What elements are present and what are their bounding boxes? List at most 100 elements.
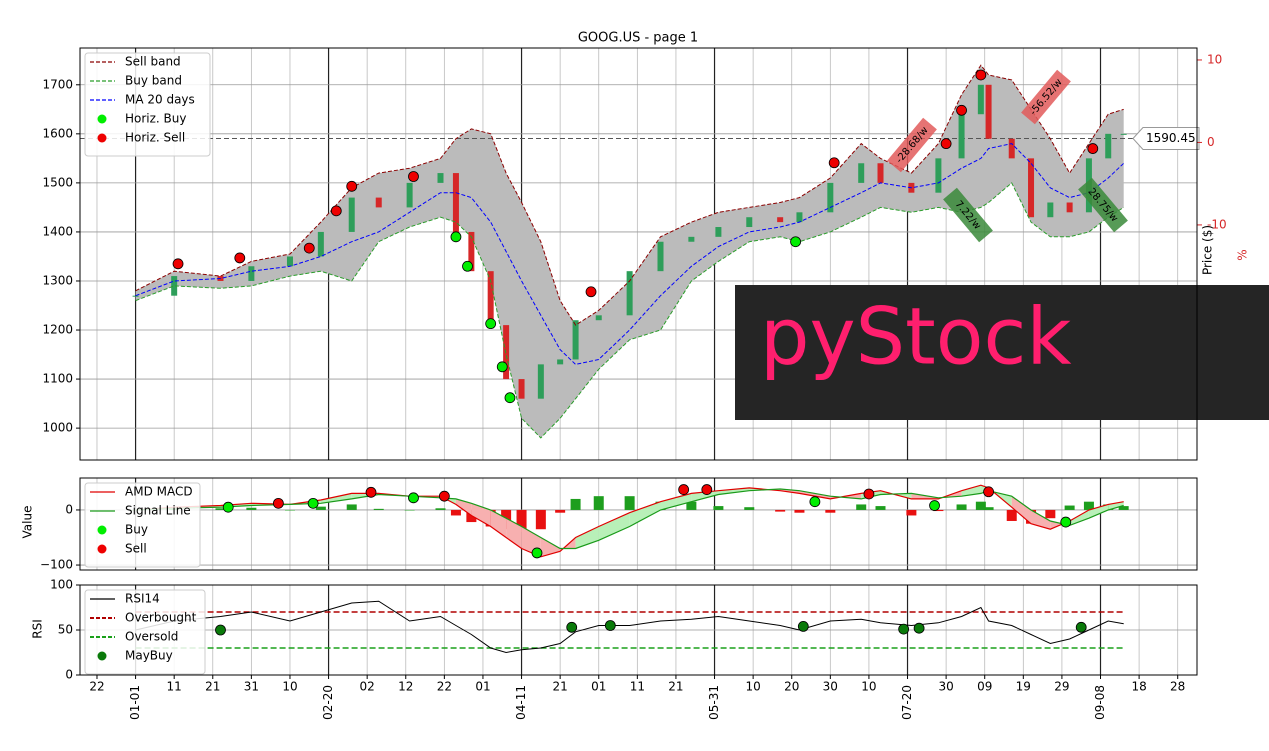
legend-label: Sell [125,542,147,556]
marker [701,484,713,495]
macd-fill [961,485,981,497]
candle [626,271,633,316]
y2-axis-title: % [1236,249,1250,260]
marker [496,361,508,373]
plot-frame [79,584,1198,676]
candle [503,325,510,380]
legend-marker [97,114,107,124]
histogram-bar [404,509,415,511]
marker [929,500,940,511]
x-tick-label: 31 [244,680,259,694]
candle [348,197,355,232]
candle [537,364,544,399]
candle [1008,138,1015,159]
candle [858,163,865,183]
x-tick-label: 02-20 [321,685,335,720]
marker [485,318,497,330]
histogram-bar [856,504,867,510]
y-tick-label: 0 [65,668,73,682]
histogram-bar [775,509,786,512]
candle [248,266,255,281]
marker [222,501,234,513]
candle [1066,202,1073,213]
histogram-bar [906,509,917,516]
y-tick-label: 1700 [42,77,73,91]
series-line [135,143,1125,365]
legend-label: Oversold [125,630,178,644]
marker [983,486,994,498]
marker [1060,516,1072,528]
macd-fill [1031,510,1051,530]
y-tick-label: 1600 [42,126,73,140]
legend-marker [97,525,107,535]
x-tick-label: 10 [282,680,297,694]
histogram-bar [975,501,986,510]
x-tick-label: 28 [1170,680,1185,694]
macd-fill [320,493,352,504]
x-tick-label: 22 [89,680,104,694]
marker [438,490,450,502]
watermark-box [735,285,1269,420]
annotation-box [1078,177,1128,233]
series-line [135,182,1124,439]
y-tick-label: 0 [65,502,73,516]
marker [172,258,184,270]
candle [1028,158,1035,218]
legend-label: Buy band [125,74,182,88]
x-tick-label: 20 [784,680,799,694]
candle [317,231,324,257]
legend-box [84,52,211,157]
plot-frame [79,47,1198,461]
histogram-bar [1045,509,1056,519]
marker [863,488,875,500]
histogram-bar [215,508,226,510]
histogram-bar [346,504,357,510]
histogram-bar [933,509,944,512]
macd-fill [455,498,472,516]
x-tick-label: 19 [1016,680,1031,694]
candle [877,163,884,183]
marker [797,621,809,632]
x-tick-label: 09 [977,680,992,694]
histogram-bar [713,506,724,510]
candle [977,84,984,115]
x-tick-label: 11 [167,680,182,694]
macd-fill [660,493,692,510]
marker [913,622,925,634]
marker [215,624,226,636]
candle [688,236,695,242]
series-line [135,64,1124,326]
histogram-bar [555,509,566,513]
marker [307,497,319,509]
x-tick-label: 21 [553,680,568,694]
x-tick-label: 11 [630,680,645,694]
candle [1120,133,1127,135]
histogram-bar [744,507,755,510]
macd-fill [540,537,561,557]
x-tick-label: 05-31 [707,685,721,720]
candle [985,84,992,139]
marker [566,621,578,633]
candle [487,271,494,326]
marker [408,171,419,182]
marker [898,623,910,635]
legend-label: Sell band [125,55,181,69]
x-tick-label: 21 [668,680,683,694]
tag-box [1132,127,1200,151]
marker [975,69,987,81]
histogram-bar [1006,509,1017,521]
y-tick-label: 1100 [42,372,73,386]
legend-marker [97,544,107,554]
marker [450,231,462,243]
watermark: pyStock [760,292,1072,382]
legend-box [84,482,201,568]
x-tick-label: 09-08 [1093,685,1107,720]
candle [935,158,942,193]
plot-frame [79,477,1198,571]
x-tick-label: 29 [1054,680,1069,694]
marker [940,138,952,150]
histogram-bar [1064,505,1075,510]
candle [452,173,459,232]
marker [809,496,821,508]
x-tick-label: 10 [861,680,876,694]
